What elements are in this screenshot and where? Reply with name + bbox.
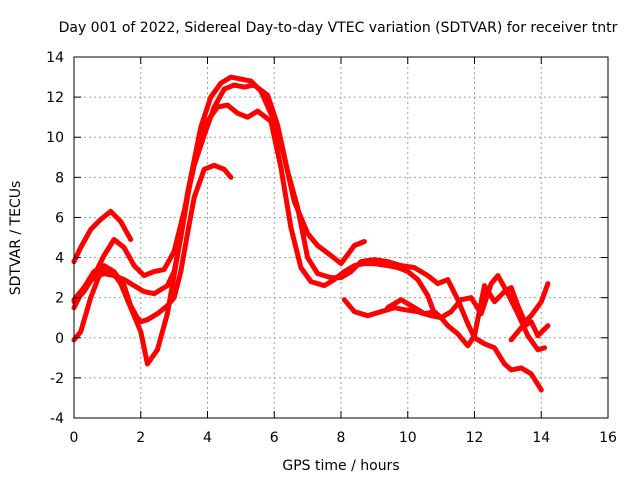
y-axis: -4 -2 0 2 4 6 8 10 12 14 — [46, 50, 608, 427]
y-tick-label: 14 — [46, 50, 64, 66]
y-tick-label: 2 — [55, 291, 64, 307]
y-tick-label: -2 — [50, 371, 64, 387]
y-tick-label: 6 — [55, 210, 64, 226]
x-tick-label: 2 — [136, 430, 145, 446]
series-line-track-d — [71, 162, 234, 325]
x-tick-label: 0 — [70, 430, 79, 446]
series-line-track-h — [508, 319, 551, 343]
y-tick-label: 0 — [55, 331, 64, 347]
y-tick-label: 10 — [46, 130, 64, 146]
series-line-track-b — [71, 74, 367, 303]
x-tick-label: 14 — [532, 430, 550, 446]
y-tick-label: 4 — [55, 251, 64, 267]
y-tick-label: -4 — [50, 411, 64, 427]
x-axis: 0 2 4 6 8 10 12 14 16 — [70, 57, 617, 446]
x-tick-label: 4 — [203, 430, 212, 446]
x-axis-label: GPS time / hours — [282, 458, 399, 474]
y-tick-label: 12 — [46, 90, 64, 106]
x-tick-label: 12 — [466, 430, 484, 446]
x-tick-label: 8 — [337, 430, 346, 446]
y-axis-label: SDTVAR / TECUs — [8, 181, 24, 296]
y-tick-label: 8 — [55, 170, 64, 186]
series-line-track-f — [341, 273, 548, 353]
series-line-track-a — [71, 208, 134, 265]
x-tick-label: 16 — [599, 430, 617, 446]
grid — [74, 57, 608, 418]
series-group — [71, 74, 551, 393]
x-tick-label: 6 — [270, 430, 279, 446]
x-tick-label: 10 — [399, 430, 417, 446]
chart-title: Day 001 of 2022, Sidereal Day-to-day VTE… — [59, 20, 618, 36]
series-line-track-g — [385, 281, 551, 349]
series-line-track-e — [71, 82, 544, 393]
